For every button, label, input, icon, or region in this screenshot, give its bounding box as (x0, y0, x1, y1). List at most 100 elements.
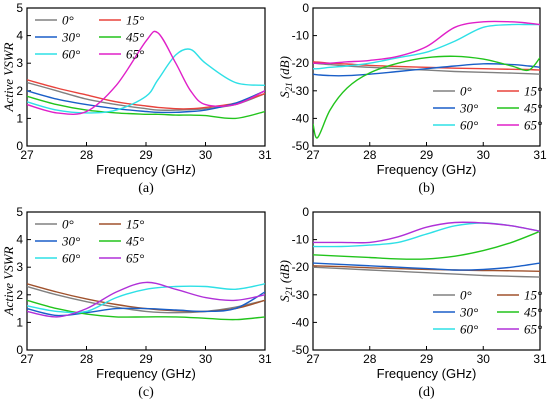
legend-entry-label: 60° (460, 118, 478, 133)
x-tick-label: 27 (20, 352, 34, 366)
series-line-3 (27, 90, 265, 114)
series-line-3 (313, 63, 540, 77)
y-tick-label: 2 (16, 84, 23, 98)
x-tick-label: 30 (477, 148, 491, 162)
panel-label: (d) (418, 385, 435, 400)
x-tick-label: 29 (139, 148, 153, 162)
series-line-1 (313, 266, 540, 278)
legend-entry-label: 30° (61, 234, 80, 249)
y-tick-label: -40 (292, 111, 310, 125)
y-tick-label: 5 (16, 1, 23, 15)
y-tick-label: -10 (292, 29, 310, 43)
y-tick-label: -30 (292, 84, 310, 98)
y-axis-label: Active VSWR (1, 42, 16, 112)
chart-panel-4: 27 28 29 30 31 0 -10 -20 -30 -40 -50 Frequency (GHz… (277, 205, 547, 400)
x-tick-label: 27 (20, 148, 34, 162)
x-tick-label: 28 (80, 148, 94, 162)
legend-entry-label: 0° (62, 217, 74, 232)
series-line-4 (27, 95, 265, 120)
chart-panel-1: 27 28 29 30 31 0 1 2 3 4 5 Frequency (GHz) Active VS… (1, 1, 272, 196)
legend-entry-label: 45° (126, 30, 144, 45)
y-tick-label: 0 (302, 205, 309, 219)
y-tick-label: 0 (16, 343, 23, 357)
y-tick-label: 0 (16, 139, 23, 153)
x-tick-label: 31 (533, 352, 547, 366)
y-tick-label: 2 (16, 288, 23, 302)
legend-entry-label: 15° (524, 84, 542, 99)
y-tick-label: -50 (292, 139, 310, 153)
x-tick-label: 28 (363, 148, 377, 162)
panel-label: (b) (418, 181, 435, 196)
legend-entry-label: 0° (62, 13, 74, 28)
series-line-4 (27, 299, 265, 321)
x-axis-label: Frequency (GHz) (377, 366, 477, 381)
x-tick-label: 29 (420, 352, 434, 366)
x-tick-label: 30 (199, 352, 213, 366)
y-tick-label: -20 (292, 56, 310, 70)
y-axis-label: Active VSWR (1, 246, 16, 316)
x-tick-label: 31 (258, 148, 272, 162)
series-line-5 (313, 23, 540, 70)
x-axis-label: Frequency (GHz) (96, 366, 196, 381)
legend-entry-label: 45° (524, 305, 542, 320)
y-tick-label: 3 (16, 260, 23, 274)
x-axis-label: Frequency (GHz) (377, 162, 477, 177)
x-tick-label: 28 (363, 352, 377, 366)
legend-entry-label: 30° (459, 101, 478, 116)
panel-label: (a) (138, 181, 154, 196)
x-tick-label: 28 (80, 352, 94, 366)
x-tick-label: 29 (139, 352, 153, 366)
y-tick-label: 1 (16, 315, 23, 329)
legend-entry-label: 30° (61, 30, 80, 45)
x-tick-label: 31 (533, 148, 547, 162)
legend-entry-label: 30° (459, 305, 478, 320)
series-line-6 (313, 221, 540, 244)
y-tick-label: 0 (302, 1, 309, 15)
legend-entry-label: 15° (126, 13, 144, 28)
x-tick-label: 29 (420, 148, 434, 162)
y-tick-label: -20 (292, 260, 310, 274)
y-tick-label: -40 (292, 315, 310, 329)
x-tick-label: 30 (477, 352, 491, 366)
series-line-5 (27, 48, 265, 114)
series-line-4 (313, 230, 540, 260)
legend-entry-label: 65° (524, 118, 542, 133)
series-line-6 (27, 281, 265, 318)
legend-entry-label: 0° (460, 288, 472, 303)
legend-entry-label: 60° (62, 251, 80, 266)
series-line-3 (313, 262, 540, 271)
series-line-6 (313, 20, 540, 64)
y-tick-label: 1 (16, 111, 23, 125)
y-tick-label: -10 (292, 233, 310, 247)
chart-panel-3: 27 28 29 30 31 0 1 2 3 4 5 Frequency (GHz) Active VS… (1, 205, 272, 400)
x-tick-label: 31 (258, 352, 272, 366)
y-axis-label: S21 (dB) (277, 260, 294, 302)
legend-entry-label: 65° (524, 322, 542, 337)
series-line-2 (313, 265, 540, 272)
y-tick-label: 4 (16, 29, 23, 43)
y-axis-label: S21 (dB) (277, 56, 294, 98)
legend-entry-label: 65° (126, 47, 144, 62)
panel-label: (c) (138, 385, 154, 400)
legend-entry-label: 45° (524, 101, 542, 116)
series-line-6 (27, 30, 265, 116)
y-tick-label: -50 (292, 343, 310, 357)
y-tick-label: -30 (292, 288, 310, 302)
x-tick-label: 27 (306, 148, 320, 162)
chart-panel-2: 27 28 29 30 31 0 -10 -20 -30 -40 -50 Frequency (GHz… (277, 1, 547, 196)
series-line-5 (27, 283, 265, 314)
x-tick-label: 27 (306, 352, 320, 366)
legend-entry-label: 15° (126, 217, 144, 232)
legend-entry-label: 15° (524, 288, 542, 303)
legend-entry-label: 60° (460, 322, 478, 337)
series-line-4 (313, 55, 540, 139)
x-tick-label: 30 (199, 148, 213, 162)
legend-entry-label: 65° (126, 251, 144, 266)
series-line-2 (27, 283, 265, 313)
legend-entry-label: 60° (62, 47, 80, 62)
legend-entry-label: 0° (460, 84, 472, 99)
series-line-1 (27, 285, 265, 314)
y-tick-label: 5 (16, 205, 23, 219)
x-axis-label: Frequency (GHz) (96, 162, 196, 177)
